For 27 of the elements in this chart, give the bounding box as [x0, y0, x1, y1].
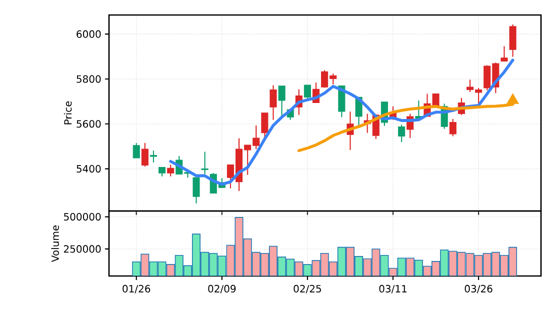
y-tick-label: 6000 — [76, 30, 101, 38]
candlestick — [141, 142, 148, 168]
x-tick-label: 02/09 — [208, 284, 236, 294]
candlestick — [278, 85, 286, 118]
y-axis-title: Volume — [51, 225, 59, 262]
candlestick — [192, 177, 200, 204]
candlestick — [167, 164, 174, 177]
y-tick-label: 500000 — [64, 213, 101, 221]
candlestick — [158, 166, 166, 177]
y-axis-title: Price — [64, 101, 72, 124]
x-tick-label: 01/26 — [122, 284, 150, 294]
candlestick — [449, 118, 456, 137]
y-tick-label: 5400 — [76, 165, 101, 173]
y-tick-label: 250000 — [64, 245, 101, 253]
x-tick-label: 03/26 — [464, 284, 492, 294]
x-tick-label: 02/25 — [294, 284, 321, 294]
candlestick — [150, 150, 158, 164]
candlestick — [500, 46, 508, 62]
y-tick-label: 5600 — [76, 120, 101, 128]
x-tick-label: 03/11 — [379, 284, 406, 294]
y-tick-label: 5800 — [76, 75, 101, 83]
candlestick — [132, 142, 140, 159]
candlestick — [201, 151, 208, 175]
candlestick — [261, 112, 268, 138]
candlestick — [509, 24, 516, 58]
candlestick — [398, 124, 406, 143]
candlestick — [270, 84, 277, 120]
